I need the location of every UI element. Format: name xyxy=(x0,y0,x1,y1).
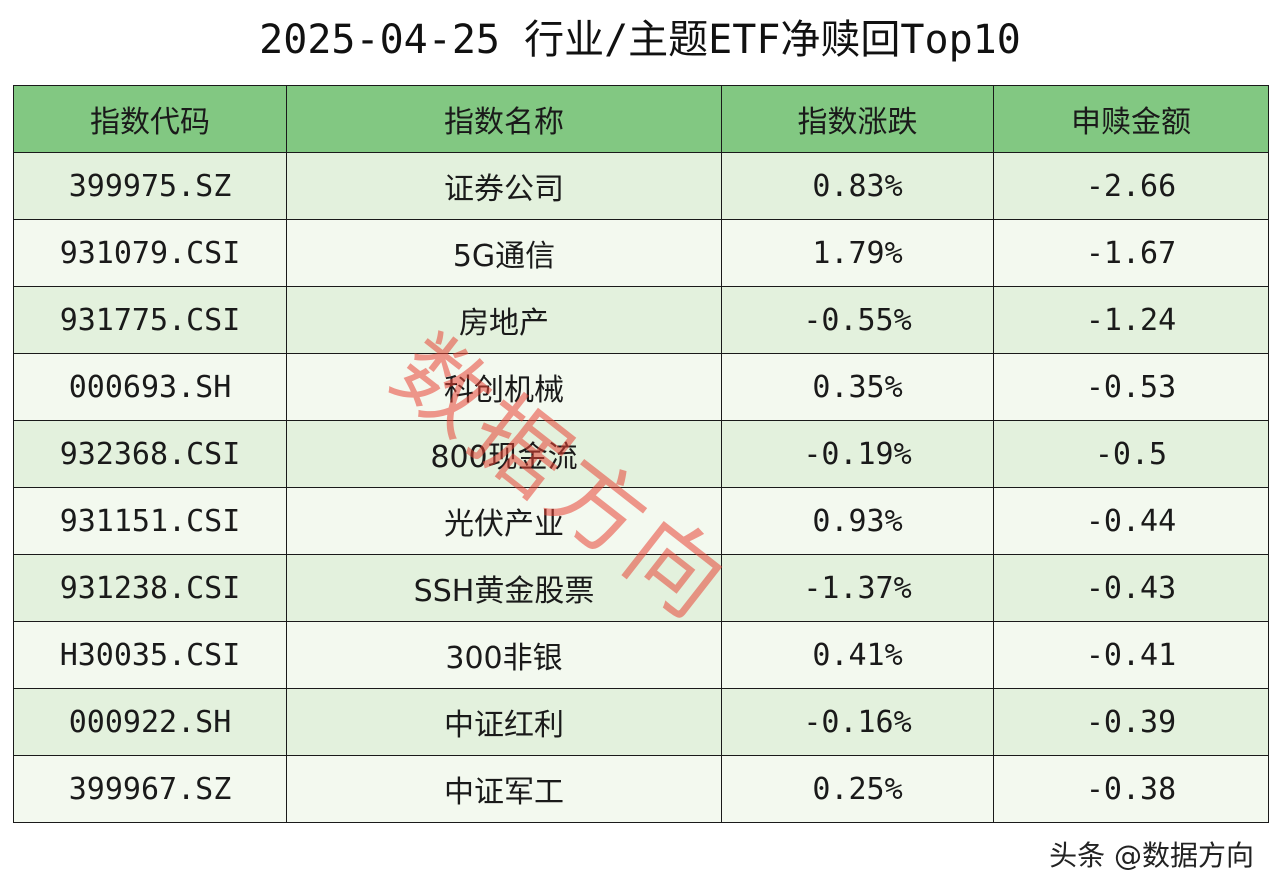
etf-redemption-table: 指数代码 指数名称 指数涨跌 申赎金额 399975.SZ 证券公司 0.83%… xyxy=(13,85,1269,823)
flow-amount-cell: -1.67 xyxy=(993,219,1269,287)
index-change-cell: -0.19% xyxy=(721,420,994,488)
index-name-cell: 中证军工 xyxy=(286,755,722,823)
flow-amount-cell: -1.24 xyxy=(993,286,1269,354)
index-code-cell: 000922.SH xyxy=(13,688,287,756)
index-change-cell: -0.55% xyxy=(721,286,994,354)
index-change-cell: 0.25% xyxy=(721,755,994,823)
index-name-cell: 中证红利 xyxy=(286,688,722,756)
index-name-cell: 300非银 xyxy=(286,621,722,689)
index-code-cell: 932368.CSI xyxy=(13,420,287,488)
table-row: 399967.SZ 中证军工 0.25% -0.38 xyxy=(13,755,1269,823)
index-name-cell: 800现金流 xyxy=(286,420,722,488)
index-name-cell: 光伏产业 xyxy=(286,487,722,555)
table-row: 932368.CSI 800现金流 -0.19% -0.5 xyxy=(13,420,1269,488)
table-header-row: 指数代码 指数名称 指数涨跌 申赎金额 xyxy=(13,85,1269,153)
index-change-cell: 1.79% xyxy=(721,219,994,287)
flow-amount-cell: -0.41 xyxy=(993,621,1269,689)
table-row: 931079.CSI 5G通信 1.79% -1.67 xyxy=(13,219,1269,287)
index-code-cell: 000693.SH xyxy=(13,353,287,421)
index-change-cell: 0.41% xyxy=(721,621,994,689)
index-code-cell: 931079.CSI xyxy=(13,219,287,287)
index-name-cell: 科创机械 xyxy=(286,353,722,421)
flow-amount-cell: -2.66 xyxy=(993,152,1269,220)
table-row: H30035.CSI 300非银 0.41% -0.41 xyxy=(13,621,1269,689)
table-row: 931151.CSI 光伏产业 0.93% -0.44 xyxy=(13,487,1269,555)
index-change-cell: -0.16% xyxy=(721,688,994,756)
index-code-cell: 931238.CSI xyxy=(13,554,287,622)
flow-amount-cell: -0.39 xyxy=(993,688,1269,756)
source-credit: 头条 @数据方向 xyxy=(1049,839,1254,872)
index-code-cell: 399975.SZ xyxy=(13,152,287,220)
index-name-cell: SSH黄金股票 xyxy=(286,554,722,622)
column-header-flow-amount: 申赎金额 xyxy=(993,85,1269,153)
index-change-cell: 0.35% xyxy=(721,353,994,421)
table-row: 931775.CSI 房地产 -0.55% -1.24 xyxy=(13,286,1269,354)
table-row: 000922.SH 中证红利 -0.16% -0.39 xyxy=(13,688,1269,756)
index-name-cell: 证券公司 xyxy=(286,152,722,220)
index-name-cell: 5G通信 xyxy=(286,219,722,287)
column-header-index-change: 指数涨跌 xyxy=(721,85,994,153)
table-row: 931238.CSI SSH黄金股票 -1.37% -0.43 xyxy=(13,554,1269,622)
index-code-cell: H30035.CSI xyxy=(13,621,287,689)
table-row: 399975.SZ 证券公司 0.83% -2.66 xyxy=(13,152,1269,220)
flow-amount-cell: -0.5 xyxy=(993,420,1269,488)
table-row: 000693.SH 科创机械 0.35% -0.53 xyxy=(13,353,1269,421)
column-header-index-code: 指数代码 xyxy=(13,85,287,153)
index-name-cell: 房地产 xyxy=(286,286,722,354)
index-code-cell: 931775.CSI xyxy=(13,286,287,354)
index-change-cell: 0.93% xyxy=(721,487,994,555)
index-change-cell: 0.83% xyxy=(721,152,994,220)
flow-amount-cell: -0.53 xyxy=(993,353,1269,421)
index-change-cell: -1.37% xyxy=(721,554,994,622)
column-header-index-name: 指数名称 xyxy=(286,85,722,153)
index-code-cell: 931151.CSI xyxy=(13,487,287,555)
flow-amount-cell: -0.38 xyxy=(993,755,1269,823)
flow-amount-cell: -0.44 xyxy=(993,487,1269,555)
flow-amount-cell: -0.43 xyxy=(993,554,1269,622)
page-title: 2025-04-25 行业/主题ETF净赎回Top10 xyxy=(259,17,1021,63)
index-code-cell: 399967.SZ xyxy=(13,755,287,823)
